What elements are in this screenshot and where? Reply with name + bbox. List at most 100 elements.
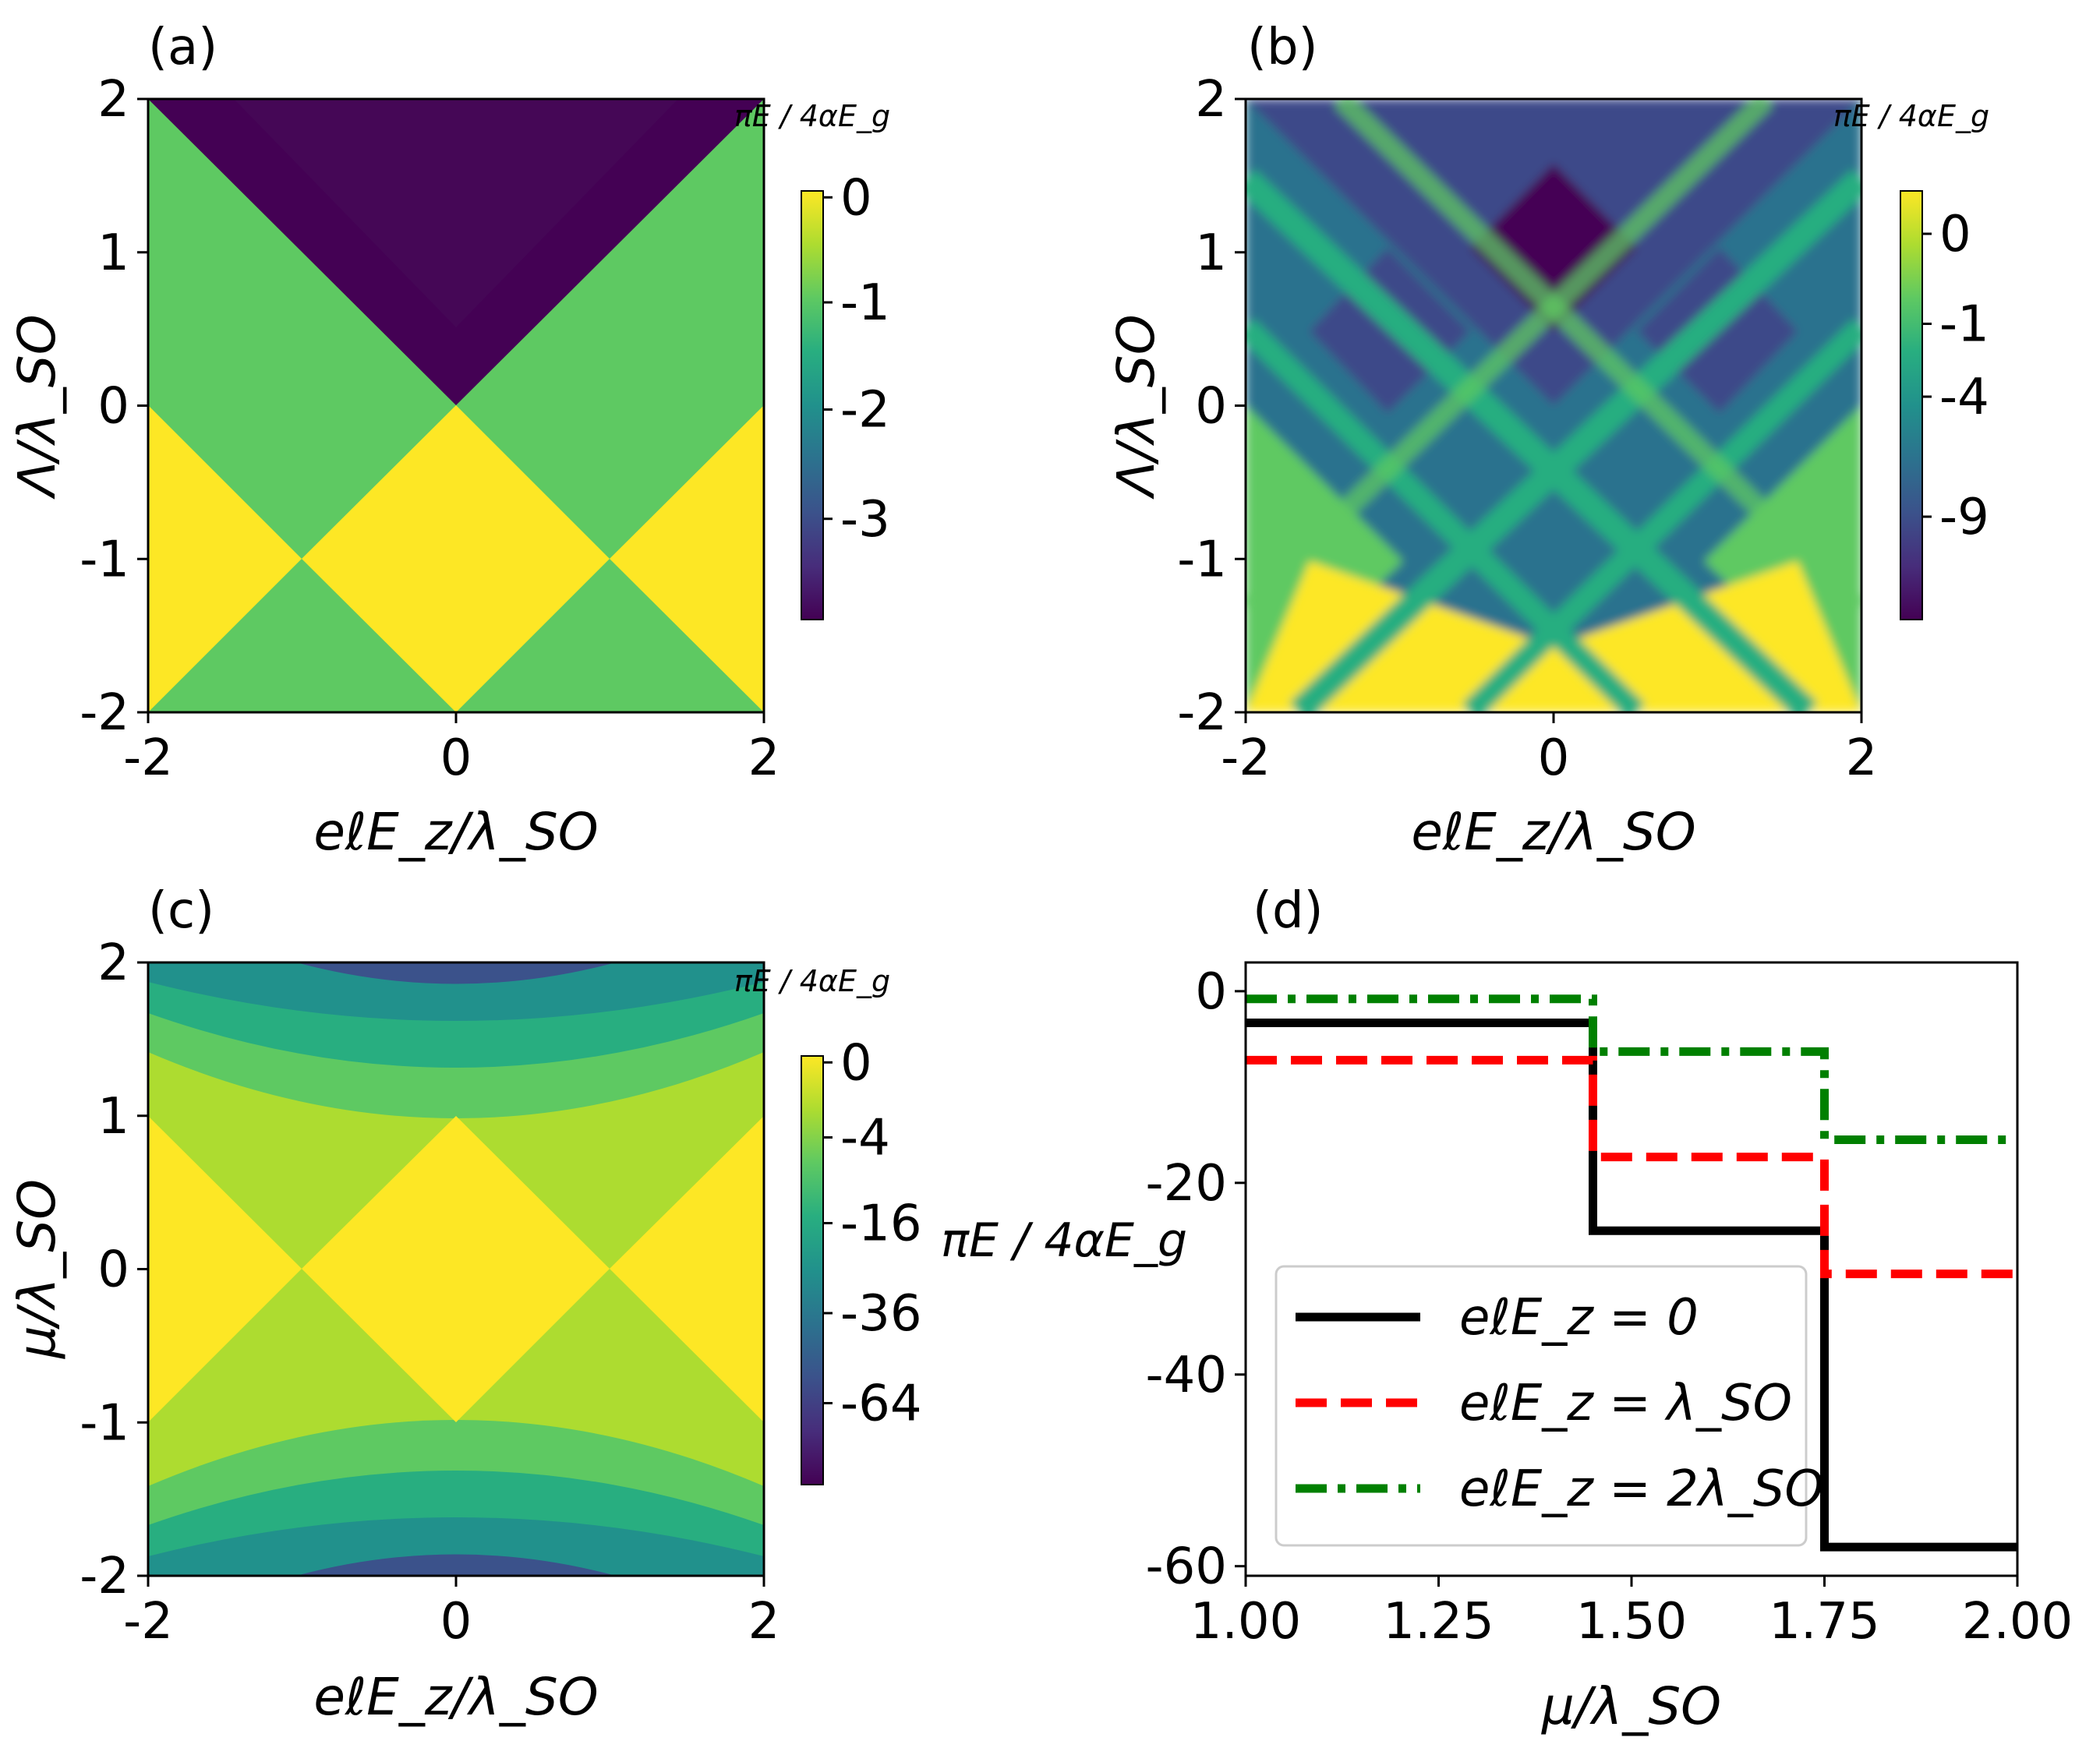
x-tick-label: 0 (1538, 729, 1570, 787)
y-tick-label: 0 (97, 1241, 129, 1299)
colorbar-c (801, 1055, 824, 1485)
panel-d-lines (1246, 994, 2017, 1552)
y-tick-label: 0 (1195, 378, 1227, 436)
ticks-panel-c: -2 0 2 -2 -1 0 1 2 (80, 934, 780, 1651)
y-tick-label: 2 (97, 934, 129, 992)
heatmap-a-cell (610, 405, 764, 712)
y-tick-label: 1 (97, 1088, 129, 1146)
y-tick-label: 1 (1195, 224, 1227, 282)
y-tick-label: 0 (1195, 963, 1227, 1021)
colorbar-tick-label: 0 (840, 1034, 872, 1092)
x-tick-label: 0 (440, 1593, 472, 1651)
heatmap-c-cell (296, 1554, 616, 1576)
colorbar-tick-label: -64 (840, 1375, 922, 1433)
x-tick-label: 2 (748, 729, 780, 787)
colorbar-tick-label: -4 (1939, 369, 1989, 426)
heatmap-c-cell (610, 1116, 764, 1422)
legend-label-elEz-2lambda: eℓE_z = 2λ_SO (1459, 1460, 1824, 1518)
x-tick-label: 1.25 (1383, 1593, 1494, 1651)
colorbar-c-label: πE / 4αE_g (734, 964, 890, 998)
heatmap-c-cell (302, 1116, 610, 1422)
y-tick-label: -1 (80, 1394, 129, 1452)
colorbar-tick-label: -4 (840, 1110, 890, 1167)
legend-d: eℓE_z = 0 eℓE_z = λ_SO eℓE_z = 2λ_SO (1274, 1265, 1824, 1547)
colorbar-tick-label: 0 (1939, 206, 1971, 263)
panel-c-heatmap (148, 962, 764, 1576)
x-tick-label: 1.75 (1769, 1593, 1880, 1651)
ticks-panel-d: 1.00 1.25 1.50 1.75 2.00 0 -20 -40 -60 (1145, 963, 2073, 1651)
heatmap-a-cell (302, 405, 610, 712)
heatmap-b-cell (1470, 164, 1637, 331)
heatmap-b-cell (1246, 319, 1646, 712)
panel-c-title: (c) (148, 882, 214, 940)
x-tick-label: 0 (440, 729, 472, 787)
y-tick-label: -2 (1177, 684, 1227, 742)
y-tick-label: -60 (1145, 1538, 1227, 1596)
legend-label-elEz-0: eℓE_z = 0 (1459, 1289, 1699, 1347)
y-tick-label: -20 (1145, 1155, 1227, 1213)
x-tick-label: -2 (123, 1593, 173, 1651)
y-tick-label: -2 (80, 1548, 129, 1605)
heatmap-b-cell (1462, 319, 1861, 712)
colorbar-tick-label: -1 (840, 274, 890, 332)
ticks-panel-a: -2 0 2 -2 -1 0 1 2 (80, 71, 780, 787)
x-tick-label: 1.50 (1576, 1593, 1688, 1651)
heatmap-c-cell (148, 962, 764, 1021)
colorbar-b-label: πE / 4αE_g (1833, 99, 1989, 133)
heatmap-a-cell (234, 99, 678, 327)
legend-label-elEz-lambda: eℓE_z = λ_SO (1459, 1375, 1792, 1432)
colorbar-tick-label: -16 (840, 1195, 922, 1253)
heatmap-b-cell (1333, 99, 1861, 616)
colorbar-tick-label: -3 (840, 491, 890, 549)
y-tick-label: -2 (80, 684, 129, 742)
y-tick-label: 2 (97, 71, 129, 129)
y-tick-label: 0 (97, 378, 129, 436)
legend-box (1274, 1265, 1808, 1547)
panel-c-xlabel: eℓE_z/λ_SO (313, 1667, 598, 1727)
x-tick-label: 1.00 (1190, 1593, 1302, 1651)
panel-a-ylabel: Λ/λ_SO (7, 314, 67, 500)
x-tick-label: 2 (748, 1593, 780, 1651)
panel-a-heatmap (148, 99, 764, 712)
panel-b-title: (b) (1247, 19, 1318, 76)
heatmap-a-cell (148, 405, 302, 712)
x-tick-label: -2 (1221, 729, 1271, 787)
heatmap-c-cell (148, 1517, 764, 1576)
colorbar-tick-label: -1 (1939, 296, 1989, 354)
heatmap-b-cell (1289, 169, 1861, 712)
panel-d-title: (d) (1253, 882, 1324, 940)
x-tick-label: 2 (1846, 729, 1878, 787)
colorbar-tick-label: -2 (840, 382, 890, 440)
panel-b-xlabel: eℓE_z/λ_SO (1411, 802, 1695, 862)
panel-a-xlabel: eℓE_z/λ_SO (313, 802, 598, 862)
colorbar-ticks: 0 -1 -2 -3 0 -1 -4 -9 0 -4 -16 -36 -64 (823, 169, 1989, 1433)
colorbar-b (1900, 190, 1923, 620)
heatmap-b-cell (1246, 99, 1774, 616)
panel-b-heatmap (1246, 99, 1861, 712)
series-line-elEz-2lambda (1246, 994, 2017, 1144)
colorbar-a-label: πE / 4αE_g (734, 99, 890, 133)
heatmap-c-cell (148, 1116, 302, 1422)
x-tick-label: 2.00 (1962, 1593, 2073, 1651)
y-tick-label: -40 (1145, 1347, 1227, 1404)
y-tick-label: -1 (80, 531, 129, 588)
x-tick-label: -2 (123, 729, 173, 787)
colorbar-a (801, 190, 824, 620)
y-tick-label: -1 (1177, 531, 1227, 588)
panel-a-title: (a) (148, 19, 217, 76)
heatmap-b-cell (1246, 169, 1818, 712)
y-tick-label: 2 (1195, 71, 1227, 129)
series-line-elEz-lambda (1246, 1055, 2017, 1279)
colorbar-tick-label: -9 (1939, 489, 1989, 546)
heatmap-c-cell (296, 962, 616, 984)
panel-c-ylabel: μ/λ_SO (7, 1179, 67, 1359)
panel-d-ylabel: πE / 4αE_g (941, 1213, 1187, 1268)
ticks-panel-b: -2 0 2 -2 -1 0 1 2 (1177, 71, 1877, 787)
colorbar-tick-label: -36 (840, 1285, 922, 1343)
panel-b-ylabel: Λ/λ_SO (1106, 314, 1166, 500)
y-tick-label: 1 (97, 224, 129, 282)
panel-d-xlabel: μ/λ_SO (1541, 1676, 1721, 1736)
series-line-elEz-0 (1246, 1019, 2017, 1552)
colorbar-tick-label: 0 (840, 169, 872, 227)
